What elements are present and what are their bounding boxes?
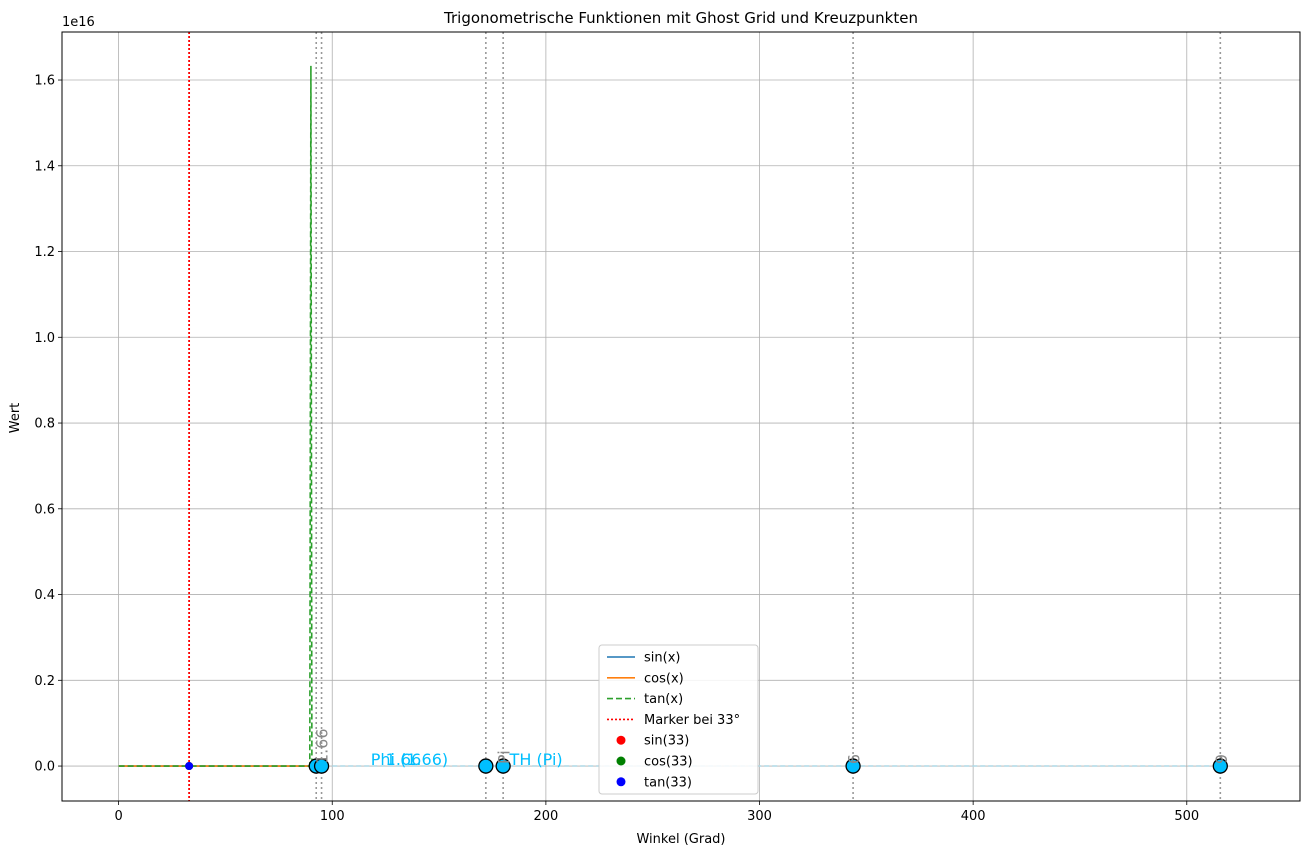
y-tick-label: 1.6 (34, 74, 55, 89)
legend-entry-label: Marker bei 33° (644, 713, 740, 728)
cross-point (313, 758, 330, 774)
legend-entry-label: tan(33) (644, 775, 692, 790)
y-tick-label: 0.2 (34, 674, 55, 689)
ghost-label: 1.66 (313, 728, 332, 764)
plot-frame (61, 31, 1301, 802)
ghost-label: 9 (1212, 754, 1231, 764)
grid-layer (62, 32, 1300, 801)
y-tick-label: 0.6 (34, 502, 55, 517)
y-tick-label: 1.2 (34, 245, 55, 260)
series-line-tanx (118, 65, 313, 767)
cross-point (1212, 758, 1228, 774)
series-layer (118, 32, 313, 801)
cross-point (495, 758, 511, 774)
y-tick-label: 1.0 (34, 331, 55, 346)
y-scale-offset: 1e16 (62, 15, 95, 30)
legend-swatch-dot (616, 756, 626, 766)
cross-label: Phi (1.66) (371, 750, 448, 769)
legend-swatch-dot (616, 777, 626, 787)
x-axis-label: Winkel (Grad) (636, 832, 725, 847)
ghost-label: 6 (845, 754, 864, 764)
chart-title: Trigonometrische Funktionen mit Ghost Gr… (443, 9, 918, 27)
legend-entry-label: sin(x) (644, 651, 680, 666)
x-tick-label: 500 (1174, 809, 1199, 824)
marker-point-tan33 (185, 762, 194, 771)
x-tick-label: 0 (114, 809, 122, 824)
legend-entry-label: sin(33) (644, 734, 689, 749)
y-tick-label: 1.4 (34, 159, 55, 174)
cross-point (845, 758, 861, 774)
y-axis-label: Wert (8, 403, 23, 434)
points-layer (185, 758, 1228, 774)
ghost-label: Pi (494, 750, 513, 764)
cross-label: 1.66 (386, 750, 422, 769)
legend-box (598, 644, 759, 795)
x-tick-label: 400 (961, 809, 986, 824)
y-tick-label: 0.8 (34, 417, 55, 432)
cross-point (478, 758, 494, 774)
x-tick-label: 100 (320, 809, 345, 824)
x-tick-label: 300 (747, 809, 772, 824)
legend-entry-label: cos(33) (644, 755, 693, 770)
x-tick-label: 200 (533, 809, 558, 824)
y-tick-label: 0.4 (34, 588, 55, 603)
legend-swatch-dot (616, 735, 626, 745)
legend-entry-label: cos(x) (644, 671, 684, 686)
ghost-grid-layer (315, 32, 1222, 801)
cross-label: TH (Pi) (509, 750, 563, 769)
y-tick-label: 0.0 (34, 760, 55, 775)
legend-entry-label: tan(x) (644, 692, 683, 707)
legend: sin(x) cos(x) tan(x) Marker bei 33° sin(33) c… (598, 644, 759, 795)
tick-layer: 0 100 200 300 400 500 0.0 0.2 0.4 0.6 0.8 1.0 1.2 1.4… (34, 74, 1199, 824)
